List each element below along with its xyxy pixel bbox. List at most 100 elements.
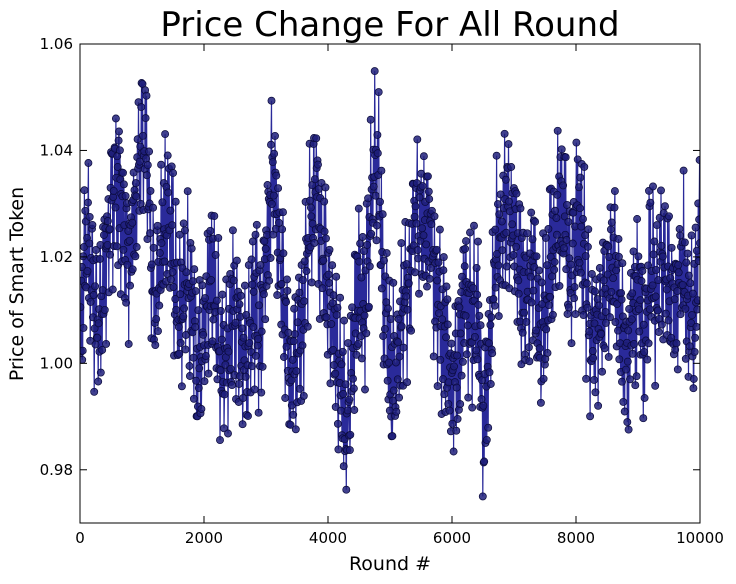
- x-axis: 0 2000 4000 6000 8000 10000: [75, 44, 724, 547]
- data-point: [115, 127, 123, 136]
- data-point: [344, 339, 353, 348]
- data-point: [114, 136, 123, 145]
- data-point: [204, 369, 213, 378]
- data-point: [218, 290, 227, 299]
- data-point: [624, 425, 633, 434]
- data-point: [453, 414, 462, 423]
- data-point: [649, 250, 658, 259]
- data-point: [591, 388, 600, 397]
- data-point: [464, 393, 473, 402]
- data-point: [413, 246, 422, 255]
- data-point: [325, 279, 334, 287]
- data-point: [603, 270, 612, 279]
- data-point: [208, 337, 217, 346]
- data-point: [652, 265, 661, 274]
- data-point: [456, 329, 465, 338]
- chart-title: Price Change For All Round: [160, 5, 619, 45]
- data-point: [236, 291, 245, 300]
- data-point: [610, 187, 619, 196]
- data-point: [424, 187, 433, 196]
- data-point: [619, 397, 628, 406]
- data-point: [312, 134, 321, 143]
- data-point: [181, 331, 190, 339]
- data-point: [228, 226, 237, 235]
- data-point: [651, 381, 660, 390]
- data-point: [457, 371, 466, 380]
- data-point: [595, 264, 604, 272]
- data-point: [328, 261, 337, 270]
- data-point: [491, 225, 500, 234]
- data-point: [257, 388, 266, 397]
- data-point: [286, 420, 295, 429]
- data-point: [235, 300, 244, 309]
- data-point: [610, 203, 619, 212]
- data-point: [255, 301, 263, 310]
- data-point: [472, 263, 481, 272]
- data-point: [507, 163, 516, 171]
- data-point: [198, 281, 207, 290]
- data-point: [559, 244, 568, 253]
- data-point: [593, 295, 602, 304]
- data-point: [463, 321, 472, 330]
- data-point: [333, 303, 342, 312]
- data-point: [80, 252, 88, 261]
- data-point: [175, 230, 184, 239]
- data-point: [580, 162, 589, 171]
- data-point: [332, 272, 341, 281]
- data-point: [562, 265, 571, 274]
- data-point: [143, 161, 152, 170]
- data-point: [629, 247, 638, 256]
- data-point: [605, 253, 614, 261]
- data-point: [94, 319, 103, 328]
- data-point: [674, 261, 683, 270]
- data-point: [505, 197, 513, 206]
- data-point: [693, 296, 700, 305]
- data-point: [474, 237, 482, 246]
- data-point: [397, 322, 406, 331]
- data-point: [514, 276, 523, 285]
- data-point: [267, 200, 276, 208]
- data-point: [524, 343, 533, 352]
- data-point: [267, 140, 275, 149]
- data-point: [94, 377, 103, 386]
- data-point: [268, 158, 277, 167]
- data-point: [611, 318, 620, 327]
- data-point: [681, 304, 690, 313]
- data-point: [95, 255, 104, 263]
- data-point: [658, 252, 667, 261]
- data-point: [288, 355, 297, 364]
- data-point: [125, 236, 134, 245]
- data-point: [185, 372, 194, 380]
- data-point: [632, 372, 641, 381]
- data-point: [570, 294, 579, 303]
- data-point: [103, 240, 112, 249]
- data-point: [253, 341, 262, 350]
- data-point: [665, 212, 673, 221]
- data-point: [452, 383, 461, 392]
- data-point: [109, 186, 118, 195]
- data-point: [600, 344, 609, 353]
- data-point: [242, 310, 251, 319]
- data-point: [443, 295, 452, 304]
- data-point: [601, 307, 610, 316]
- data-point: [283, 275, 291, 284]
- data-point: [194, 306, 203, 315]
- data-point: [372, 236, 381, 245]
- data-point: [322, 234, 330, 243]
- data-point: [461, 244, 470, 253]
- data-point: [128, 265, 137, 274]
- data-point: [568, 239, 577, 248]
- data-point: [279, 353, 288, 361]
- data-point: [525, 357, 534, 366]
- data-point: [425, 195, 434, 203]
- data-point: [586, 412, 595, 421]
- data-point: [413, 135, 422, 144]
- data-point: [192, 376, 201, 385]
- data-point: [131, 179, 140, 188]
- data-point: [425, 274, 434, 283]
- data-point: [267, 96, 276, 105]
- data-point: [479, 401, 488, 410]
- data-point: [407, 326, 416, 335]
- data-point: [291, 425, 300, 434]
